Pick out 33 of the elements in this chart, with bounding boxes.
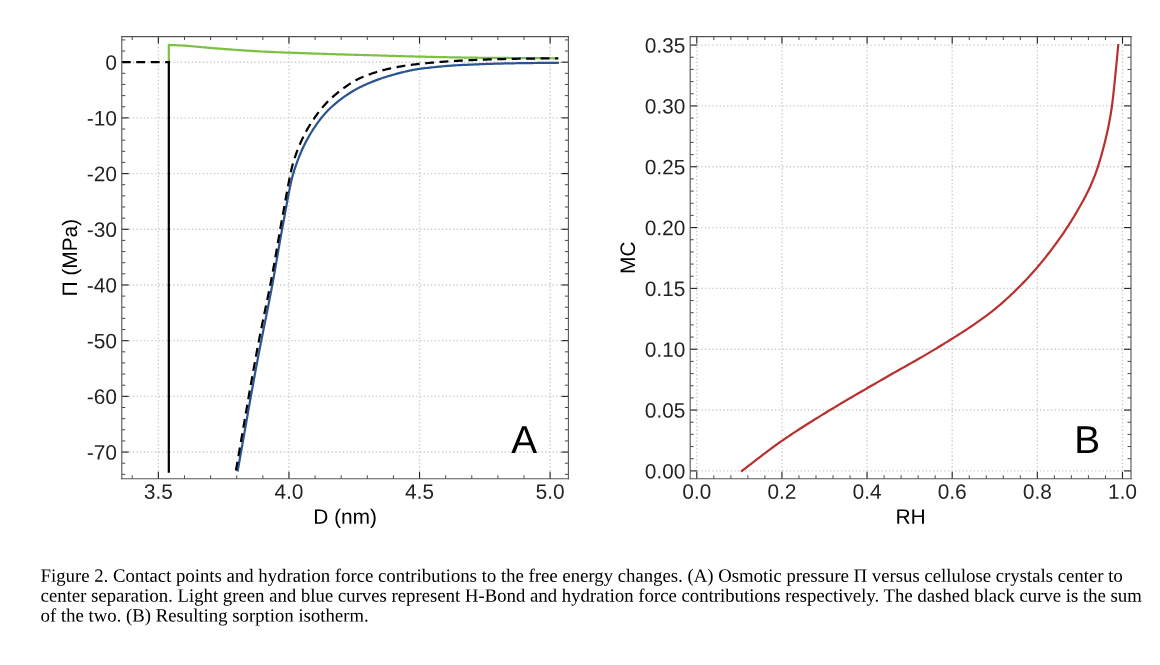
- y-tick-label: -60: [87, 389, 117, 405]
- y-tick-label: 0.10: [645, 342, 685, 357]
- y-tick-label: 0.00: [645, 463, 685, 479]
- x-axis-title: RH: [897, 509, 924, 524]
- y-tick-label: 0.35: [645, 38, 685, 53]
- x-tick-label: 5.0: [536, 484, 564, 499]
- y-tick-label: 0.20: [645, 220, 685, 236]
- x-tick-label: 0.2: [768, 484, 796, 499]
- x-tick-label: 0.8: [1023, 484, 1051, 499]
- y-tick-label: 0.05: [645, 403, 685, 418]
- x-tick-label: 4.0: [274, 484, 303, 499]
- x-tick-label: 0.6: [938, 484, 966, 499]
- caption: Figure 2. Contact points and hydration force contributions to the free energy changes. (A) Osmotic pressure Π versus cellulose crystals center to center separation. Light green and blue curves represent H-Bond and hydration force contributions respectively. The dashed black curve is the sum of the two. (B) Resulting sorption isotherm.: [41, 568, 1142, 626]
- y-tick-label: 0.30: [645, 98, 685, 114]
- y-tick-label: 0.25: [645, 159, 685, 175]
- x-tick-label: 0.4: [853, 484, 881, 499]
- y-axis-title: Π (MPa): [61, 220, 82, 295]
- y-axis-title: MC: [620, 242, 636, 273]
- x-tick-label: 3.5: [144, 484, 172, 499]
- x-tick-label: 0.0: [683, 484, 711, 499]
- annotation: B: [1077, 426, 1099, 454]
- y-tick-label: -70: [87, 445, 117, 460]
- annotation: A: [511, 426, 538, 454]
- y-tick-label: -50: [87, 333, 117, 349]
- y-tick-label: -20: [87, 166, 117, 182]
- y-tick-label: -40: [87, 277, 117, 293]
- y-tick-label: 0.15: [645, 281, 685, 297]
- y-tick-label: 0: [106, 55, 117, 70]
- y-tick-label: -30: [87, 222, 117, 238]
- y-tick-label: -10: [87, 110, 117, 126]
- x-axis-title: D (nm): [314, 508, 376, 529]
- x-tick-label: 4.5: [405, 484, 434, 499]
- x-tick-label: 1.0: [1109, 484, 1137, 499]
